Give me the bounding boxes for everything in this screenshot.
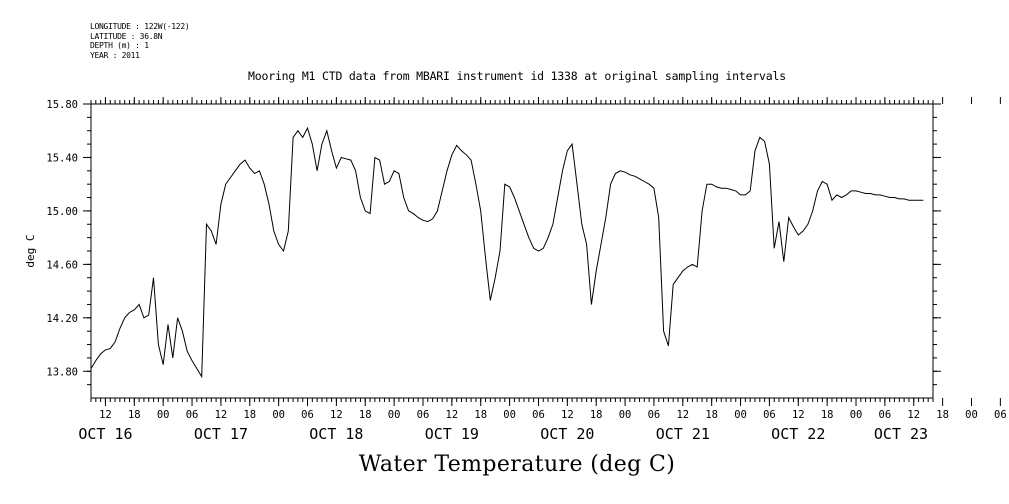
x-hour-tick-label: 06 [186,409,199,421]
y-axis-label: deg C [24,234,37,267]
x-hour-tick-label: 06 [532,409,545,421]
x-hour-tick-label: 00 [619,409,632,421]
x-hour-tick-label: 06 [994,409,1007,421]
x-hour-tick-label: 18 [474,409,487,421]
y-tick-label: 14.60 [46,259,78,271]
x-hour-tick-label: 12 [676,409,689,421]
x-day-label: OCT 19 [425,425,479,443]
metadata-block: LONGITUDE : 122W(-122) LATITUDE : 36.8N … [90,22,190,60]
x-hour-tick-label: 12 [330,409,343,421]
x-hour-tick-label: 12 [907,409,920,421]
x-hour-tick-label: 12 [792,409,805,421]
x-hour-tick-label: 00 [272,409,285,421]
x-hour-tick-label: 18 [705,409,718,421]
x-hour-tick-label: 00 [388,409,401,421]
y-tick-label: 15.80 [46,99,78,111]
x-axis-title: Water Temperature (deg C) [358,452,676,477]
x-day-label: OCT 16 [78,425,132,443]
x-day-label: OCT 23 [874,425,928,443]
x-hour-tick-label: 00 [503,409,516,421]
x-hour-tick-label: 18 [128,409,141,421]
year-label: YEAR : 2011 [90,50,140,60]
longitude-label: LONGITUDE : 122W(-122) [90,22,190,31]
y-tick-label: 15.00 [46,206,78,218]
x-hour-tick-label: 12 [215,409,228,421]
x-hour-tick-label: 00 [734,409,747,421]
x-hour-tick-label: 12 [446,409,459,421]
y-tick-label: 14.20 [46,313,78,325]
chart-title: Mooring M1 CTD data from MBARI instrumen… [248,69,786,83]
x-day-label: OCT 18 [309,425,363,443]
x-hour-tick-label: 06 [763,409,776,421]
x-hour-tick-label: 06 [648,409,661,421]
x-hour-tick-label: 18 [936,409,949,421]
x-day-label: OCT 17 [194,425,248,443]
series-line [90,126,924,379]
x-hour-tick-label: 12 [561,409,574,421]
depth-label: DEPTH (m) : 1 [90,41,149,50]
x-day-label: OCT 20 [540,425,594,443]
x-hour-tick-label: 06 [879,409,892,421]
x-hour-tick-label: 12 [99,409,112,421]
latitude-label: LATITUDE : 36.8N [90,31,163,41]
x-day-label: OCT 21 [656,425,710,443]
y-tick-label: 13.80 [46,366,78,378]
plot-frame [90,103,934,399]
x-hour-tick-label: 18 [590,409,603,421]
x-hour-tick-label: 18 [359,409,372,421]
x-hour-tick-label: 06 [301,409,314,421]
x-hour-tick-label: 00 [850,409,863,421]
x-hour-tick-label: 06 [417,409,430,421]
x-hour-tick-label: 00 [965,409,978,421]
x-hour-tick-label: 18 [243,409,256,421]
x-hour-tick-label: 18 [821,409,834,421]
x-day-label: OCT 22 [771,425,825,443]
y-tick-label: 15.40 [46,152,78,164]
x-hour-tick-label: 00 [157,409,170,421]
